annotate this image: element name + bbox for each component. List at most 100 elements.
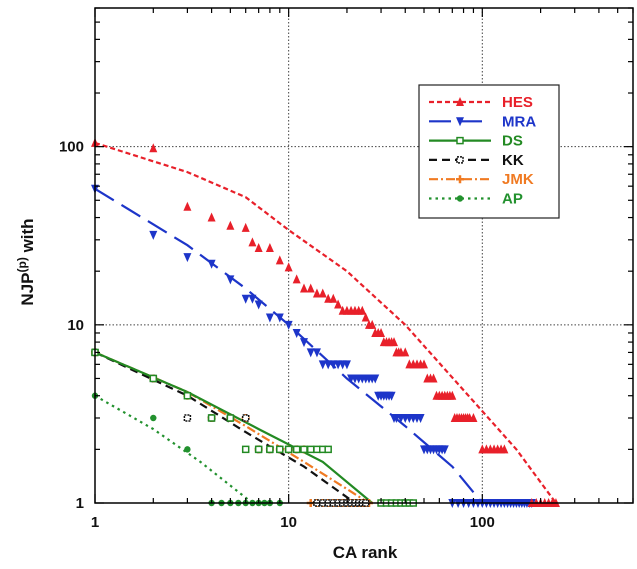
point-ds [254, 445, 263, 454]
point-ds [207, 414, 216, 422]
point-ds [266, 445, 274, 454]
point-hes [265, 242, 274, 252]
plot-background [95, 8, 633, 503]
point-ap [184, 446, 191, 453]
point-hes [292, 274, 301, 284]
point-hes [275, 255, 284, 265]
x-tick-label: 1 [91, 514, 99, 531]
legend: HES MRA DS KK JMK AP [418, 84, 560, 219]
x-tick-label: 10 [280, 514, 297, 531]
x-axis-title: CA rank [333, 543, 398, 562]
fit-line-hes [94, 141, 557, 504]
point-hes [284, 262, 293, 272]
point-hes [329, 293, 338, 303]
point-ap [150, 414, 157, 422]
point-hes [368, 319, 377, 329]
fit-line-jmk [94, 351, 370, 504]
point-ds [226, 414, 235, 422]
point-hes [401, 347, 410, 357]
legend-entry-mra: MRA [429, 113, 536, 130]
point-mra [284, 320, 293, 330]
y-axis-title-tail: with [18, 218, 37, 257]
point-hes [500, 444, 509, 454]
point-hes [241, 222, 250, 232]
legend-entry-hes: HES [429, 94, 533, 111]
point-hes [429, 373, 438, 383]
legend-entry-ds: DS [429, 133, 523, 150]
point-hes [358, 305, 367, 315]
point-hes [149, 143, 158, 153]
point-hes [183, 201, 192, 211]
point-hes [248, 237, 257, 247]
axes-frame [94, 7, 634, 504]
axes [94, 7, 634, 504]
point-mra [248, 294, 257, 304]
point-mra [387, 391, 396, 401]
point-ds [324, 445, 332, 454]
legend-marker-mra [456, 117, 464, 127]
point-mra [183, 253, 192, 263]
legend-marker-jmk [456, 175, 464, 184]
point-ds [292, 445, 301, 454]
y-axis-title-main: NJP [18, 272, 37, 305]
point-hes [318, 288, 327, 298]
point-mra [416, 413, 425, 423]
point-mra [440, 445, 449, 455]
point-ds [241, 445, 250, 454]
point-mra [371, 374, 380, 384]
point-hes [448, 390, 457, 400]
point-mra [318, 360, 327, 370]
point-kk [183, 414, 192, 422]
legend-marker-hes [456, 97, 464, 106]
x-tick-label: 100 [470, 514, 495, 531]
fit-line-ap [94, 394, 254, 504]
series-mra [91, 184, 536, 508]
fit-line-mra [94, 187, 484, 504]
series-hes [91, 137, 560, 507]
tick-labels: 1 10 100 1 10 100 [59, 139, 495, 531]
legend-label-mra: MRA [502, 113, 536, 130]
point-ds [276, 445, 284, 454]
point-hes [254, 242, 263, 252]
point-hes [469, 412, 478, 422]
point-hes [324, 293, 333, 303]
point-mra [312, 348, 321, 358]
legend-label-ds: DS [502, 133, 523, 150]
legend-box [418, 84, 560, 219]
legend-label-ap: AP [502, 191, 523, 208]
y-tick-label: 1 [76, 495, 84, 512]
point-hes [226, 220, 235, 230]
point-ds [149, 374, 158, 383]
point-hes [420, 359, 429, 369]
point-hes [361, 312, 370, 322]
point-hes [377, 327, 386, 337]
legend-marker-ds [456, 136, 464, 145]
point-kk [241, 414, 250, 422]
point-mra [254, 300, 263, 310]
point-mra [324, 360, 333, 370]
point-ds [284, 445, 293, 454]
point-mra [226, 275, 235, 285]
point-mra [265, 313, 274, 323]
legend-entry-kk: KK [429, 152, 524, 169]
data-marks [91, 137, 560, 508]
point-hes [312, 288, 321, 298]
point-mra [292, 328, 301, 338]
point-hes [207, 212, 216, 222]
y-tick-label: 100 [59, 139, 84, 156]
legend-entry-ap: AP [429, 191, 523, 208]
point-mra [241, 294, 250, 304]
point-mra [207, 259, 216, 269]
point-mra [149, 230, 158, 240]
legend-label-jmk: JMK [502, 171, 534, 188]
point-ds [300, 445, 308, 454]
legend-label-kk: KK [502, 152, 524, 169]
legend-entry-jmk: JMK [429, 171, 534, 188]
point-mra [342, 360, 351, 370]
point-hes [390, 337, 399, 347]
point-ds [183, 391, 192, 400]
legend-marker-kk [456, 156, 464, 164]
y-tick-label: 10 [67, 317, 84, 334]
point-ds [306, 445, 315, 454]
